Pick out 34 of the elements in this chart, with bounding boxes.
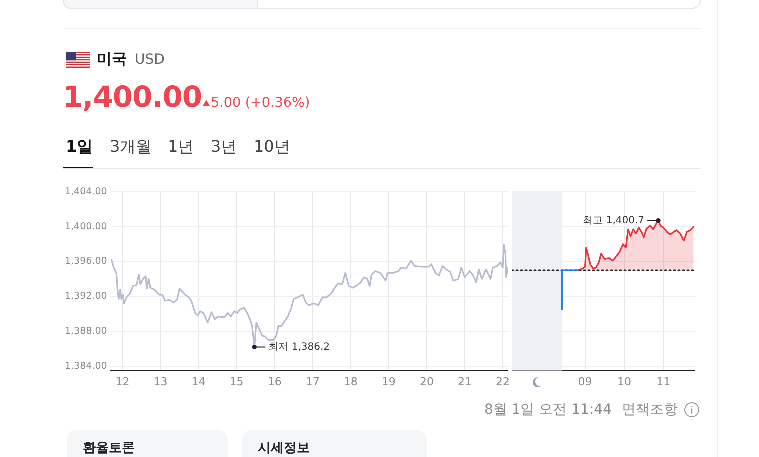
- text: 3개월: [110, 137, 152, 158]
- x-tick-label: 16: [268, 375, 282, 388]
- x-tick-label: 19: [382, 375, 396, 388]
- annotation: 최고 1,400.7: [583, 215, 645, 226]
- text: 3년: [211, 137, 238, 158]
- x-tick-label: 17: [306, 375, 320, 388]
- text: 5.00 (+0.36%): [211, 95, 310, 111]
- y-tick-label: 1,392.00: [64, 291, 108, 302]
- text: 10년: [254, 137, 290, 158]
- x-tick-label: 21: [458, 375, 472, 388]
- x-tick-label: 15: [230, 375, 244, 388]
- x-tick-label: 10: [617, 375, 632, 388]
- x-tick-label: 14: [192, 375, 206, 388]
- x-tick-label: 12: [116, 375, 130, 388]
- card: 시세정보: [242, 430, 427, 457]
- chart-subtitle: USD: [135, 52, 165, 68]
- y-tick-label: 1,396.00: [64, 256, 108, 268]
- x-tick-label: 13: [154, 375, 168, 388]
- y-tick-label: 1,384.00: [64, 360, 108, 372]
- text: 1년: [168, 137, 194, 158]
- text: 8월 1일 오전 11:44: [484, 401, 612, 419]
- y-tick-label: 1,400.00: [64, 221, 108, 232]
- text: 1일: [66, 137, 94, 158]
- card: 환율토론: [67, 430, 228, 457]
- x-tick-label: 20: [420, 375, 434, 388]
- x-tick-label: 18: [344, 375, 358, 388]
- x-tick-label: 22: [496, 375, 510, 388]
- x-tick-label: 11: [656, 375, 671, 388]
- annotation: 최저 1,386.2: [268, 342, 330, 353]
- y-tick-label: 1,404.00: [64, 186, 108, 198]
- text: 면책조항: [622, 401, 678, 419]
- chart-title: 미국: [97, 50, 127, 69]
- x-tick-label: 09: [578, 375, 592, 388]
- y-tick-label: 1,388.00: [64, 326, 108, 338]
